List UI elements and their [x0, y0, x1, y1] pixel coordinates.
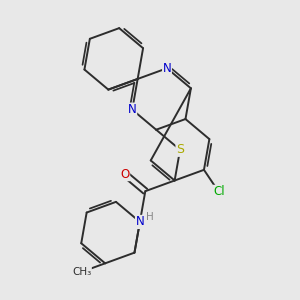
Text: Cl: Cl: [213, 185, 225, 198]
Text: CH₃: CH₃: [72, 267, 91, 277]
Text: S: S: [176, 143, 184, 156]
Text: H: H: [146, 212, 153, 222]
Text: O: O: [120, 168, 130, 181]
Text: N: N: [163, 62, 171, 75]
Text: N: N: [136, 215, 144, 228]
Text: N: N: [128, 103, 136, 116]
